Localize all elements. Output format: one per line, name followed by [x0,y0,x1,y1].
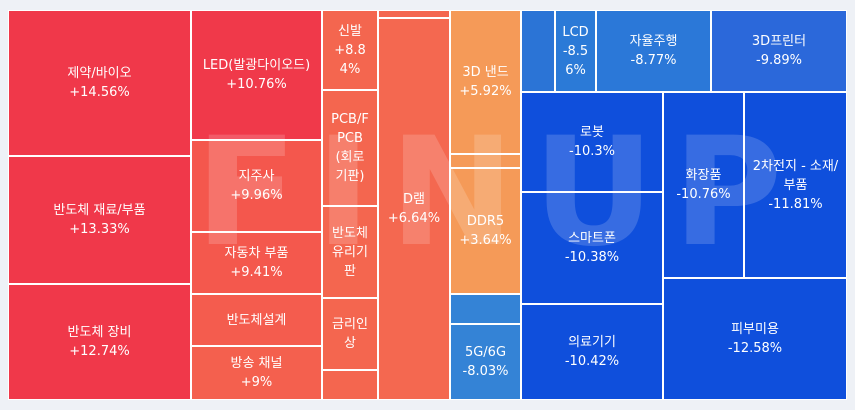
sector-name: 지주사 [238,169,275,184]
sector-change: -10.42% [564,354,620,369]
sector-change: +10.76% [226,77,287,92]
sector-name: 피부미용 [731,322,779,337]
sector-change: +5.92% [459,84,512,99]
sector-name: 반도체 장비 [67,325,132,340]
sector-change: +13.33% [69,222,130,237]
sector-tile[interactable]: 피부미용 -12.58% [663,278,847,400]
sector-name: 방송 채널 [230,356,283,371]
sector-tile[interactable] [378,10,450,18]
sector-name: LCD [562,24,589,40]
sector-name: 자동차 부품 [224,246,289,261]
sector-tile[interactable] [521,10,555,92]
sector-change: +9% [240,375,273,390]
sector-change: -8.77% [630,53,677,68]
sector-tile[interactable]: 스마트폰 -10.38% [521,192,663,304]
sector-change: +14.56% [69,85,130,100]
sector-tile[interactable]: 의료기기 -10.42% [521,304,663,400]
sector-tile[interactable]: 방송 채널 +9% [191,346,322,400]
sector-name: LED(발광다이오드) [202,58,311,73]
sector-tile[interactable]: 제약/바이오 +14.56% [8,10,191,156]
sector-name: 반도체설계 [226,312,287,328]
sector-tile[interactable]: LCD -8.5 6% [555,10,596,92]
sector-name: 반도체 유리기 판 [332,225,368,279]
sector-tile[interactable]: 금리인 상 [322,298,378,370]
sector-tile[interactable]: PCB/F PCB (회로 기판) [322,90,378,206]
sector-name: 제약/바이오 [67,66,132,81]
sector-name: 5G/6G [464,345,507,360]
sector-change: +6.64% [387,211,441,226]
sector-tile[interactable]: 반도체 유리기 판 [322,206,378,298]
sector-name: 화장품 [685,168,722,183]
sector-change: -9.89% [756,53,802,68]
sector-name: 반도체 재료/부품 [53,203,146,218]
sector-name: D램 [403,192,425,207]
sector-tile[interactable]: D램 +6.64% [378,18,450,400]
sector-tile[interactable]: 신발 +8.8 4% [322,10,378,90]
sector-tile[interactable]: 로봇 -10.3% [521,92,663,192]
sector-tile[interactable] [450,154,521,168]
sector-name: 의료기기 [568,335,616,350]
sector-change: +8.8 4% [334,42,366,77]
sector-change: -12.58% [727,341,783,356]
sector-tile[interactable]: 지주사 +9.96% [191,140,322,232]
sector-change: -10.38% [564,250,620,265]
sector-change: +3.64% [459,233,512,248]
sector-tile[interactable]: 화장품 -10.76% [663,92,744,278]
sector-name: 신발 [338,23,362,39]
sector-name: 금리인 상 [332,317,368,351]
sector-name: 로봇 [580,125,604,140]
sector-tile[interactable] [322,370,378,400]
sector-tile[interactable]: 반도체 장비 +12.74% [8,284,191,400]
sector-name: 2차전지 - 소재/ 부품 [752,158,839,193]
sector-change: -11.81% [768,196,823,212]
sector-tile[interactable]: 5G/6G -8.03% [450,324,521,400]
sector-tile[interactable]: DDR5 +3.64% [450,168,521,294]
sector-tile[interactable]: 2차전지 - 소재/ 부품 -11.81% [744,92,847,278]
sector-tile[interactable]: 3D 낸드 +5.92% [450,10,521,154]
sector-tile[interactable]: 자동차 부품 +9.41% [191,232,322,294]
sector-name: PCB/F PCB (회로 기판) [331,112,369,184]
sector-change: +9.41% [230,265,283,280]
sector-name: 스마트폰 [568,231,616,246]
sector-change: -8.5 6% [562,43,589,78]
sector-tile[interactable]: LED(발광다이오드) +10.76% [191,10,322,140]
sector-change: +12.74% [69,344,130,359]
sector-name: 3D프린터 [751,34,807,49]
sector-tile[interactable]: 자율주행 -8.77% [596,10,711,92]
sector-name: 3D 낸드 [462,65,509,80]
sector-tile[interactable]: 3D프린터 -9.89% [711,10,847,92]
sector-tile[interactable]: 반도체 재료/부품 +13.33% [8,156,191,284]
sector-change: -8.03% [462,364,509,379]
sector-name: 자율주행 [629,34,678,49]
sector-name: DDR5 [466,214,505,229]
sector-change: +9.96% [230,188,283,203]
sector-tile[interactable]: 반도체설계 [191,294,322,346]
sector-tile[interactable] [450,294,521,324]
sector-change: -10.76% [676,187,731,202]
sector-change: -10.3% [569,144,615,159]
